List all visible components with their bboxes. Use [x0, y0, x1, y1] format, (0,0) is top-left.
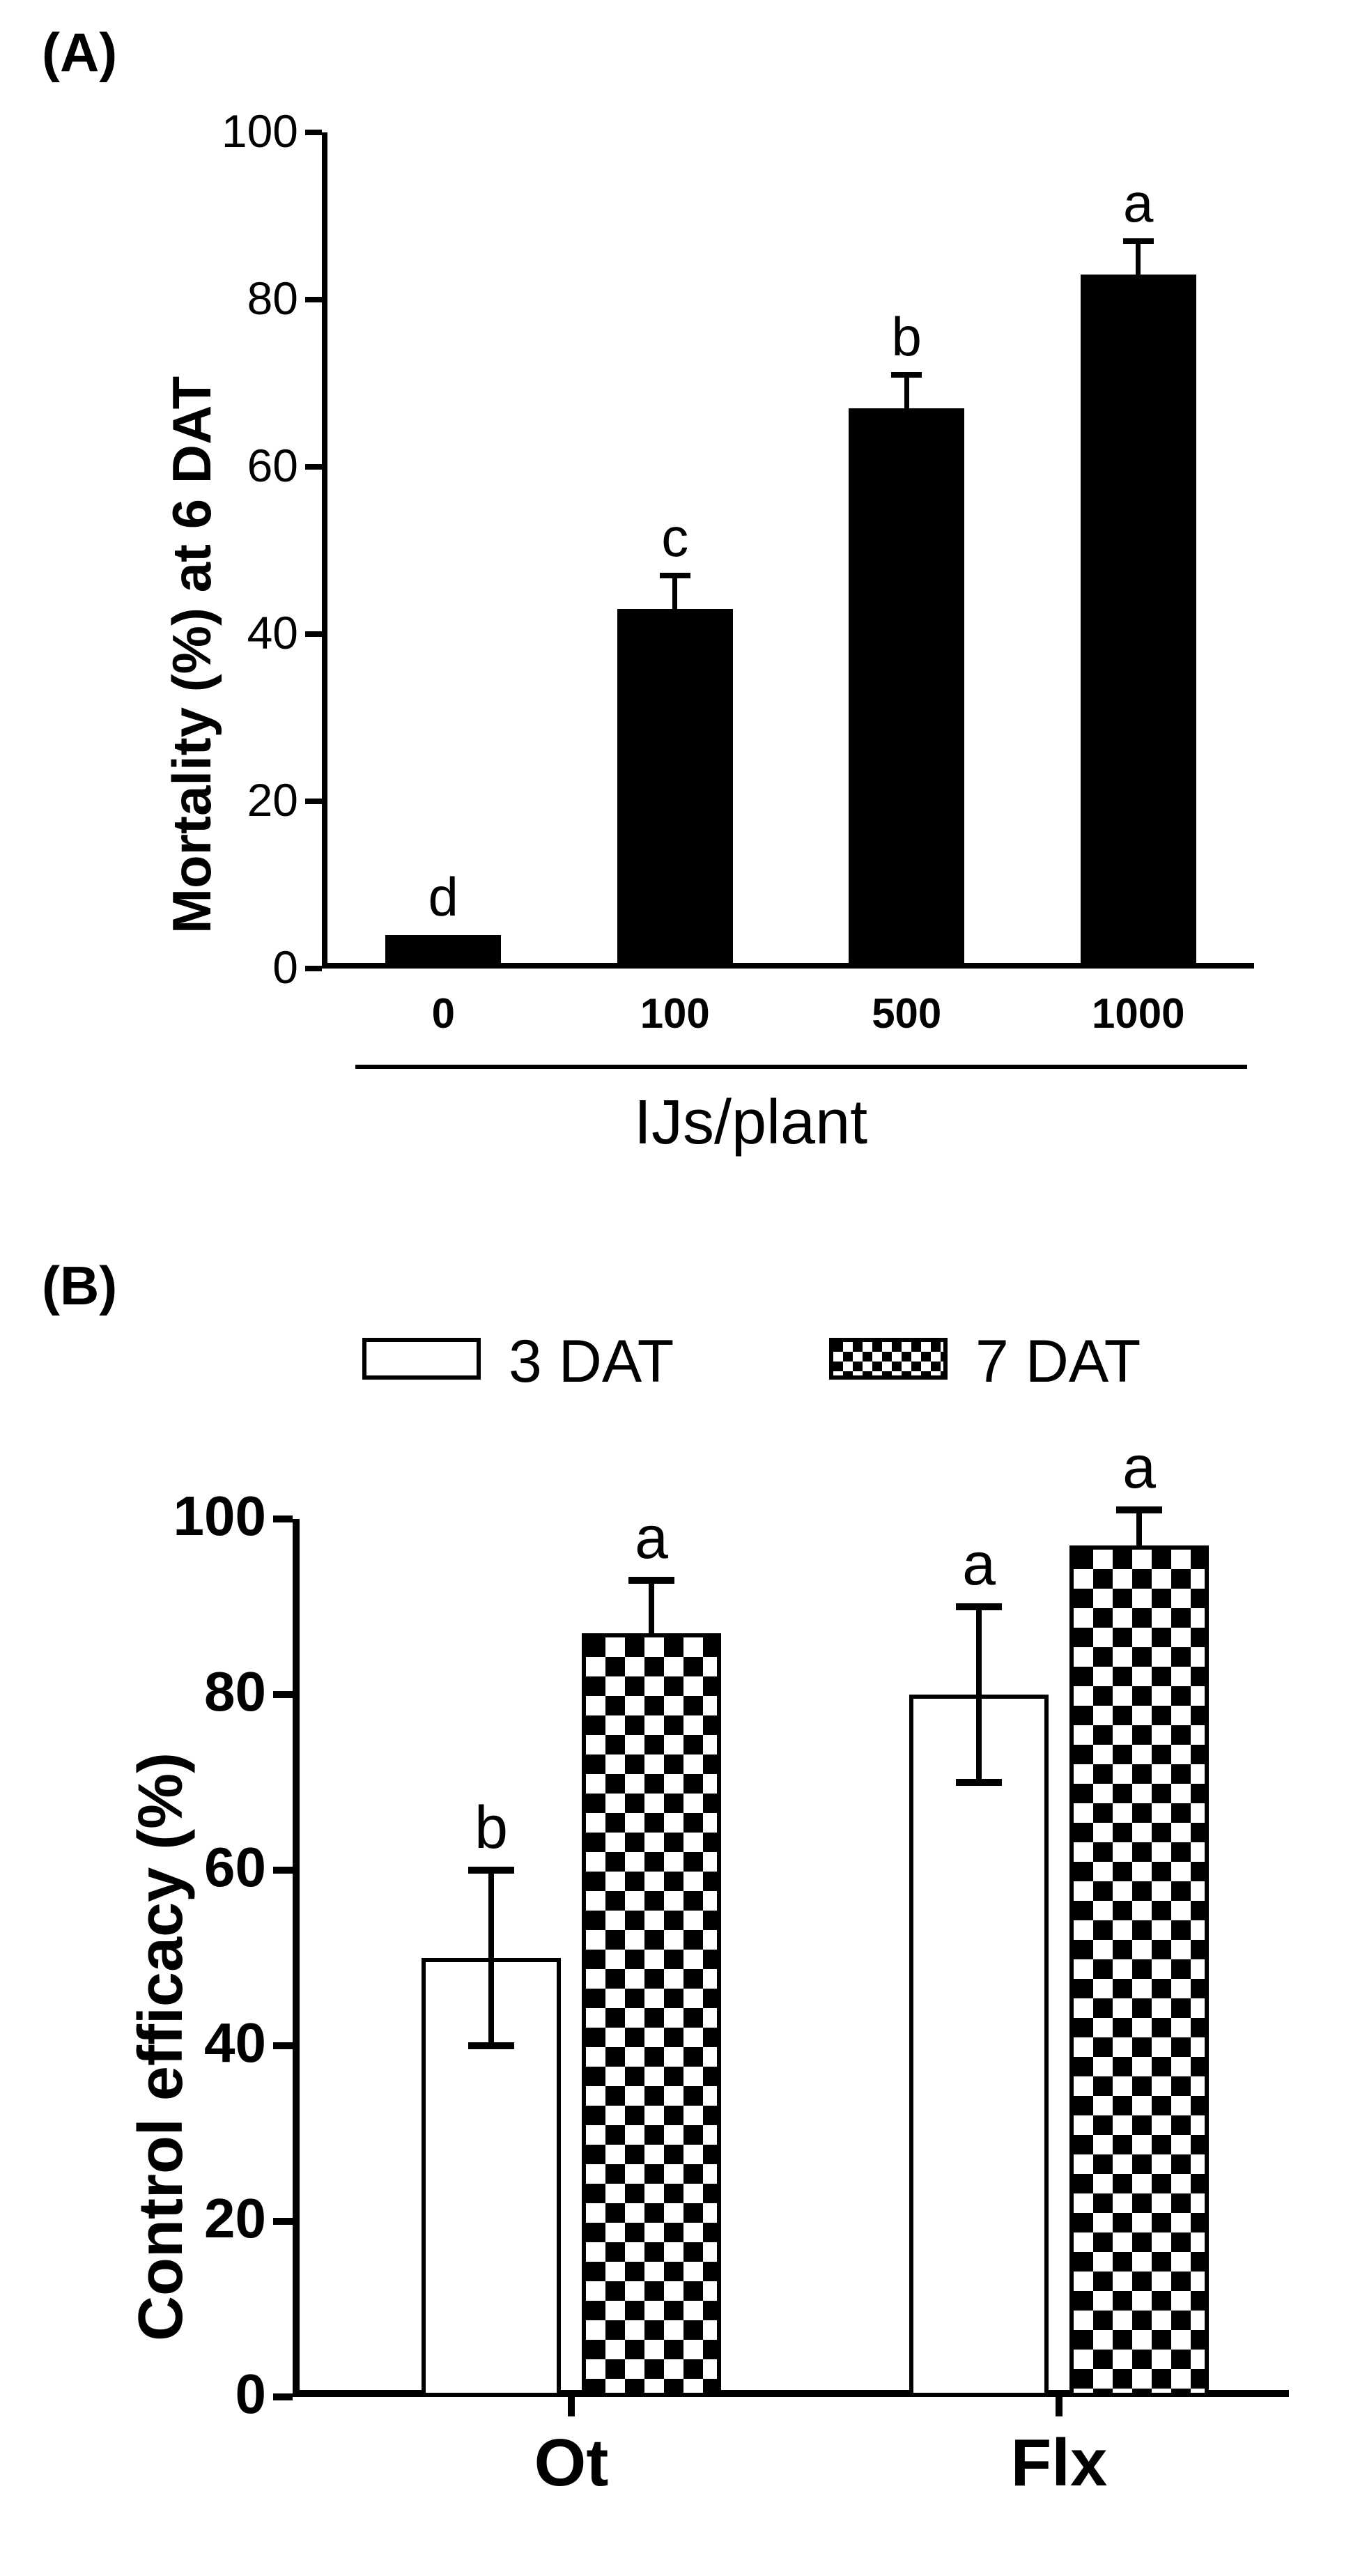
chart-b-ytick-label: 60	[141, 1835, 266, 1899]
chart-b-group-label: Flx	[955, 2425, 1164, 2501]
chart-b-errcap	[628, 1577, 674, 1584]
chart-b-errcap	[1116, 1506, 1162, 1513]
chart-b-errbar	[488, 1870, 494, 1958]
chart-b-ytick	[273, 1515, 293, 1522]
legend-label-7dat: 7 DAT	[975, 1327, 1141, 1396]
chart-b-errbar	[649, 1580, 654, 1633]
chart-b-bar	[1069, 1545, 1209, 2397]
chart-b-ytick	[273, 1867, 293, 1874]
chart-b-sig-letter: b	[456, 1794, 526, 1862]
chart-b-errbar	[976, 1695, 982, 1782]
chart-b-sig-letter: a	[617, 1504, 686, 1573]
chart-b-bar	[582, 1633, 721, 2397]
chart-b-ytick	[273, 1691, 293, 1698]
checker-icon	[833, 1342, 943, 1375]
chart-b-sig-letter: a	[944, 1530, 1014, 1599]
chart-b-xtick	[568, 2397, 575, 2416]
chart-b-ytick-label: 0	[141, 2362, 266, 2426]
chart-b-ytick-label: 80	[141, 1660, 266, 1724]
chart-b-errcap	[468, 1867, 514, 1874]
checker-icon	[1074, 1550, 1205, 2393]
legend-swatch-3dat	[362, 1338, 481, 1380]
page: (A) Mortality (%) at 6 DAT IJs/plant 020…	[0, 0, 1360, 2576]
chart-b-errbar	[488, 1958, 494, 2046]
legend-label-3dat: 3 DAT	[509, 1327, 674, 1396]
chart-b-errcap	[956, 1779, 1002, 1786]
chart-b-group-label: Ot	[467, 2425, 676, 2501]
checker-icon	[586, 1637, 717, 2393]
chart-b-errcap	[956, 1603, 1002, 1610]
chart-b-y-axis	[293, 1519, 300, 2397]
chart-b-ytick	[273, 2393, 293, 2400]
chart-b-ytick	[273, 2042, 293, 2049]
chart-b-errbar	[1136, 1510, 1142, 1545]
chart-b-xtick	[1056, 2397, 1062, 2416]
chart-b-bar	[909, 1695, 1049, 2397]
chart-b-ytick	[273, 2218, 293, 2225]
chart-b-ytick-label: 100	[141, 1484, 266, 1548]
chart-b-sig-letter: a	[1104, 1433, 1174, 1502]
legend-swatch-7dat	[829, 1338, 948, 1380]
chart-b: Control efficacy (%) 3 DAT 7 DAT 0204060…	[0, 0, 1360, 2576]
chart-b-ytick-label: 20	[141, 2186, 266, 2251]
chart-b-ytick-label: 40	[141, 2011, 266, 2075]
chart-b-errcap	[468, 2042, 514, 2049]
chart-b-errbar	[976, 1607, 982, 1695]
